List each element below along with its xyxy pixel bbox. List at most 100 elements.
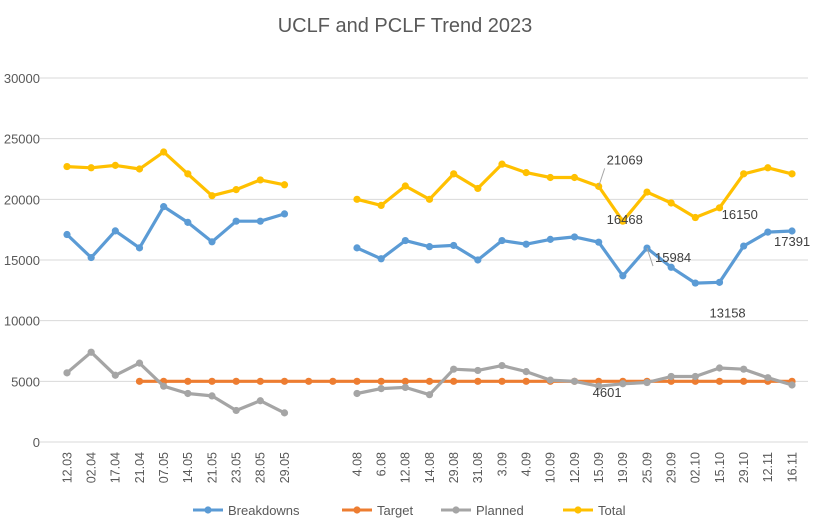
y-tick-label: 10000 bbox=[4, 314, 40, 329]
planned-point bbox=[764, 374, 772, 382]
x-tick-label: 21.04 bbox=[133, 452, 147, 483]
planned-point bbox=[522, 368, 530, 376]
total-point bbox=[280, 181, 289, 189]
total-line bbox=[65, 150, 287, 198]
planned-point bbox=[280, 409, 289, 417]
total-point bbox=[184, 170, 192, 178]
target-point bbox=[184, 377, 192, 385]
planned-point bbox=[740, 365, 748, 373]
total-point bbox=[546, 173, 554, 182]
breakdowns-point bbox=[425, 243, 434, 251]
target-point bbox=[498, 377, 506, 385]
x-tick-label: 14.08 bbox=[423, 452, 437, 483]
x-tick-label: 4.09 bbox=[520, 452, 534, 476]
target-point bbox=[715, 377, 724, 385]
x-tick-label: 02.04 bbox=[85, 452, 99, 483]
total-point bbox=[425, 195, 434, 203]
y-axis-ticks: 0 5000 10000 15000 20000 25000 30000 bbox=[4, 71, 40, 450]
planned-point bbox=[667, 372, 675, 381]
planned-point bbox=[111, 371, 119, 379]
planned-point bbox=[643, 378, 651, 387]
planned-point bbox=[691, 372, 699, 381]
target-point bbox=[401, 377, 409, 385]
breakdowns-point bbox=[522, 240, 530, 248]
breakdowns-point bbox=[87, 253, 95, 262]
breakdowns-line bbox=[65, 205, 287, 260]
target-point bbox=[425, 377, 434, 385]
total-point bbox=[450, 170, 458, 178]
breakdowns-point bbox=[643, 244, 651, 252]
total-point bbox=[87, 164, 95, 172]
total-point bbox=[256, 176, 264, 184]
legend-swatch-marker bbox=[204, 506, 212, 514]
total-point bbox=[619, 217, 627, 225]
total-point bbox=[498, 160, 506, 168]
y-tick-label: 25000 bbox=[4, 132, 40, 147]
x-tick-label: 12.08 bbox=[399, 452, 413, 483]
data-label: 21069 bbox=[607, 152, 643, 167]
data-label-leader bbox=[598, 168, 606, 187]
legend-label: Planned bbox=[476, 503, 524, 518]
total-point bbox=[377, 201, 385, 209]
x-tick-label: 16.11 bbox=[785, 452, 799, 482]
breakdowns-point bbox=[208, 238, 216, 246]
target-point bbox=[256, 377, 264, 385]
breakdowns-point bbox=[691, 279, 699, 287]
breakdowns-point bbox=[764, 228, 772, 236]
planned-point bbox=[425, 391, 434, 399]
x-tick-label: 29.09 bbox=[665, 452, 679, 483]
series-total bbox=[63, 148, 796, 225]
x-tick-label: 14.05 bbox=[181, 452, 195, 483]
x-tick-label: 29.10 bbox=[737, 452, 751, 483]
legend-label: Target bbox=[377, 503, 414, 518]
total-point bbox=[111, 161, 119, 169]
x-tick-label: 29.08 bbox=[447, 452, 461, 483]
series-planned bbox=[63, 348, 796, 417]
total-point bbox=[208, 192, 216, 200]
planned-point bbox=[450, 365, 458, 373]
data-label: 17391 bbox=[774, 234, 810, 249]
planned-point bbox=[256, 397, 264, 405]
breakdowns-point bbox=[111, 227, 119, 235]
data-label: 16150 bbox=[722, 207, 758, 222]
planned-point bbox=[87, 348, 95, 356]
x-tick-label: 21.05 bbox=[205, 452, 219, 483]
x-tick-label: 15.09 bbox=[592, 452, 606, 483]
total-point bbox=[764, 164, 772, 172]
total-point bbox=[401, 182, 409, 190]
planned-point bbox=[619, 380, 627, 388]
x-axis-ticks: 12.03 02.04 17.04 21.04 07.05 14.05 21.05 23.05… bbox=[60, 452, 799, 483]
x-tick-label: 12.11 bbox=[761, 452, 775, 482]
x-tick-label: 12.03 bbox=[60, 452, 74, 483]
breakdowns-point bbox=[667, 263, 675, 271]
total-point bbox=[135, 165, 144, 173]
total-point bbox=[63, 162, 71, 171]
breakdowns-point bbox=[595, 238, 603, 246]
x-tick-label: 29.05 bbox=[278, 452, 292, 483]
x-tick-label: 23.05 bbox=[230, 452, 244, 483]
legend-swatch-marker bbox=[452, 506, 460, 514]
target-point bbox=[329, 377, 337, 385]
y-tick-label: 20000 bbox=[4, 192, 40, 207]
legend-swatch-marker bbox=[353, 506, 361, 514]
series-layer bbox=[63, 148, 796, 417]
breakdowns-point bbox=[353, 244, 361, 252]
data-label-leader bbox=[646, 247, 654, 267]
y-tick-label: 15000 bbox=[4, 253, 40, 268]
legend-label: Breakdowns bbox=[228, 503, 300, 518]
breakdowns-point bbox=[401, 236, 409, 245]
breakdowns-point bbox=[232, 217, 240, 225]
total-point bbox=[522, 169, 530, 177]
total-point bbox=[232, 186, 240, 194]
target-point bbox=[522, 377, 530, 385]
planned-point bbox=[570, 377, 579, 385]
y-tick-label: 0 bbox=[33, 435, 40, 450]
planned-point bbox=[63, 369, 71, 377]
series-breakdowns bbox=[63, 203, 796, 287]
breakdowns-point bbox=[63, 230, 71, 239]
breakdowns-point bbox=[160, 203, 168, 211]
planned-point bbox=[135, 359, 144, 367]
x-tick-label: 6.08 bbox=[375, 452, 389, 476]
legend: Breakdowns Target Planned Total bbox=[193, 503, 626, 518]
target-point bbox=[450, 377, 458, 385]
